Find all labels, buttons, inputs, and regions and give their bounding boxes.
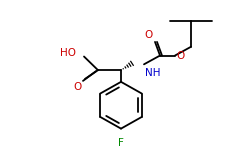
Text: NH: NH xyxy=(145,68,160,78)
Text: HO: HO xyxy=(60,48,76,58)
Text: F: F xyxy=(118,138,124,148)
Text: O: O xyxy=(74,82,82,92)
Text: O: O xyxy=(145,30,153,40)
Text: O: O xyxy=(176,51,184,61)
